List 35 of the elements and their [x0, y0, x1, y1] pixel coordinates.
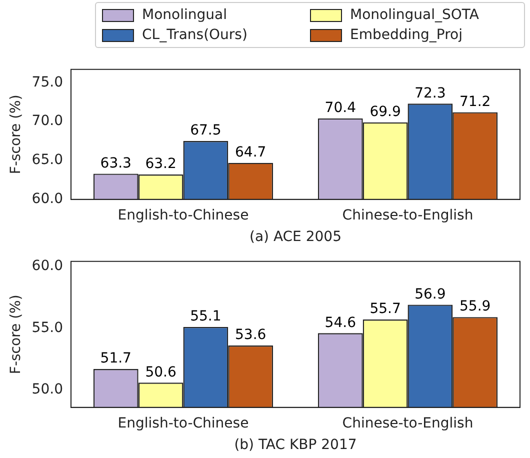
- data-label: 56.9: [414, 286, 446, 302]
- data-label: 63.2: [145, 156, 176, 172]
- y-tick-label: 70.0: [32, 113, 63, 130]
- y-axis-title: F-score (%): [8, 294, 24, 374]
- y-tick-label: 55.0: [32, 320, 63, 336]
- legend-label: Monolingual: [142, 7, 227, 23]
- data-label: 67.5: [190, 122, 222, 139]
- data-label: 55.1: [190, 308, 222, 325]
- legend-label: Embedding_Proj: [350, 27, 463, 43]
- x-tick-label: English-to-Chinese: [118, 415, 249, 432]
- y-tick-label: 50.0: [32, 382, 63, 398]
- y-tick-label: 65.0: [32, 152, 63, 168]
- x-tick-label: Chinese-to-English: [342, 415, 474, 432]
- data-label: 53.6: [234, 327, 266, 344]
- x-tick-label: English-to-Chinese: [118, 207, 249, 224]
- data-label: 70.4: [324, 100, 356, 116]
- legend-label: CL_Trans(Ours): [142, 27, 248, 43]
- y-axis-title: F-score (%): [8, 94, 24, 174]
- legend-label: Monolingual_SOTA: [350, 7, 479, 23]
- data-label: 55.7: [370, 301, 401, 318]
- data-label: 63.3: [100, 155, 132, 172]
- data-label: 51.7: [100, 350, 132, 367]
- data-label: 50.6: [145, 364, 176, 380]
- y-tick-label: 75.0: [32, 74, 63, 90]
- data-label: 55.9: [460, 298, 491, 315]
- data-label: 54.6: [324, 314, 356, 331]
- data-label: 69.9: [370, 104, 401, 120]
- data-label: 71.2: [460, 94, 491, 110]
- y-tick-label: 60.0: [32, 191, 63, 208]
- x-axis-title: (a) ACE 2005: [249, 229, 342, 246]
- data-label: 72.3: [414, 85, 446, 102]
- x-tick-label: Chinese-to-English: [342, 207, 474, 224]
- y-tick-label: 60.0: [32, 258, 63, 274]
- x-axis-title: (b) TAC KBP 2017: [234, 437, 357, 454]
- data-label: 64.7: [234, 144, 266, 160]
